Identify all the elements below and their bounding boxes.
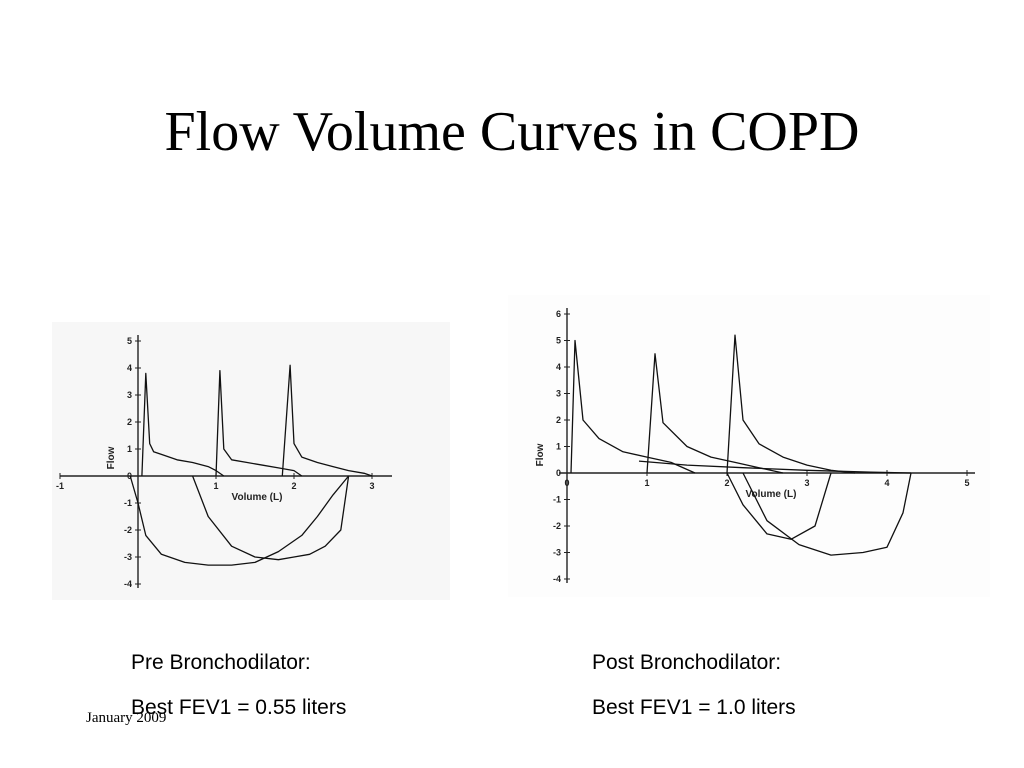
flow-volume-curve-5 xyxy=(191,475,350,561)
post-caption-value: Best FEV1 = 1.0 liters xyxy=(592,696,796,719)
pre-bronchodilator-chart: 5 4 3 2 1 0 -1 -2 -3 -4 -1 1 2 3 Volume (L) Flow xyxy=(52,322,450,600)
y-tick-label: -1 xyxy=(553,495,561,505)
flow-volume-curve-4 xyxy=(638,460,912,474)
y-tick-label: -3 xyxy=(124,552,132,562)
y-tick-label: 2 xyxy=(127,417,132,427)
pre-caption-label: Pre Bronchodilator: xyxy=(131,651,311,674)
x-tick-label: 4 xyxy=(884,478,889,488)
flow-volume-curve-4 xyxy=(129,475,350,566)
x-tick-label: 0 xyxy=(564,478,569,488)
y-tick-label: 6 xyxy=(556,309,561,319)
y-tick-label: 0 xyxy=(556,468,561,478)
x-tick-label: 1 xyxy=(213,481,218,491)
x-tick-label: 3 xyxy=(804,478,809,488)
y-tick-label: 4 xyxy=(556,362,561,372)
y-tick-label: -1 xyxy=(124,498,132,508)
x-axis-label: Volume (L) xyxy=(746,489,797,500)
flow-volume-curve-2 xyxy=(215,370,303,477)
slide-title: Flow Volume Curves in COPD xyxy=(164,101,860,163)
y-tick-label: 4 xyxy=(127,363,132,373)
footer-date: January 2009 xyxy=(86,710,167,726)
flow-volume-curve-3 xyxy=(726,334,856,474)
y-tick-label: -2 xyxy=(124,525,132,535)
x-tick-label: -1 xyxy=(56,481,64,491)
x-tick-label: 5 xyxy=(964,478,969,488)
y-tick-label: -3 xyxy=(553,548,561,558)
x-tick-label: 1 xyxy=(644,478,649,488)
chart-background xyxy=(508,295,990,597)
y-tick-label: 2 xyxy=(556,415,561,425)
chart-background xyxy=(52,322,450,600)
flow-volume-curve-2 xyxy=(646,353,784,474)
flow-volume-curve-6 xyxy=(742,472,912,556)
x-tick-label: 2 xyxy=(291,481,296,491)
y-tick-label: 1 xyxy=(127,444,132,454)
x-tick-label: 2 xyxy=(724,478,729,488)
y-tick-label: 5 xyxy=(556,336,561,346)
pre-caption-value: Best FEV1 = 0.55 liters xyxy=(131,696,347,719)
y-tick-label: 3 xyxy=(556,389,561,399)
y-tick-label: -2 xyxy=(553,521,561,531)
flow-volume-curve-3 xyxy=(281,364,373,477)
y-tick-label: 5 xyxy=(127,336,132,346)
x-tick-label: 3 xyxy=(369,481,374,491)
y-tick-label: 3 xyxy=(127,390,132,400)
flow-volume-curve-1 xyxy=(141,372,225,477)
y-axis-label: Flow xyxy=(535,443,546,466)
y-axis-label: Flow xyxy=(106,446,117,469)
x-axis-label: Volume (L) xyxy=(232,492,283,503)
y-tick-label: -4 xyxy=(124,579,132,589)
y-tick-label: -4 xyxy=(553,574,561,584)
post-caption-label: Post Bronchodilator: xyxy=(592,651,782,674)
y-tick-label: 0 xyxy=(127,471,132,481)
y-tick-label: 1 xyxy=(556,442,561,452)
flow-volume-curve-5 xyxy=(726,472,832,540)
flow-volume-curve-1 xyxy=(570,339,696,474)
